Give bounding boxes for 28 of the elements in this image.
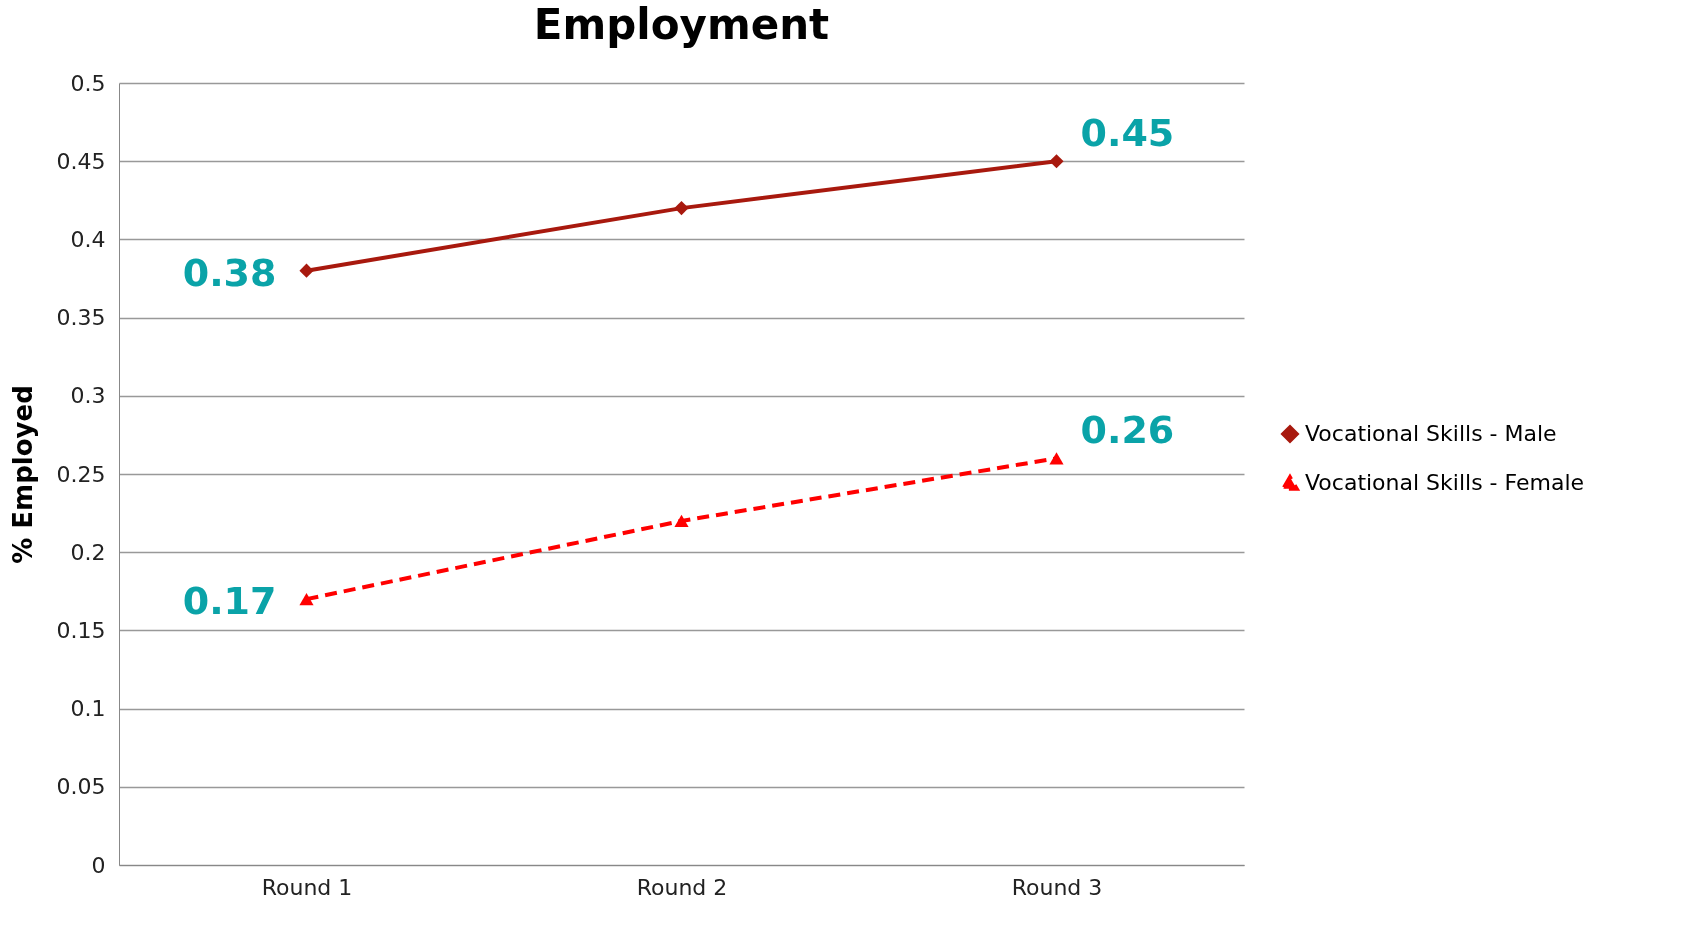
y-tick-label: 0.3 xyxy=(70,383,106,409)
y-tick-label: 0.15 xyxy=(56,617,106,643)
point xyxy=(299,263,314,278)
data-label: 0.38 xyxy=(182,250,277,295)
chart-title: Employment xyxy=(533,0,830,49)
y-tick-label: 0.2 xyxy=(70,539,106,565)
y-tick-label: 0.5 xyxy=(70,70,106,96)
x-tick-label: Round 2 xyxy=(636,874,728,900)
y-tick-label: 0.1 xyxy=(70,696,106,722)
y-tick-label: 0.45 xyxy=(56,148,106,174)
y-tick-label: 0.05 xyxy=(56,774,106,800)
legend-label: Vocational Skills - Male xyxy=(1305,421,1557,446)
legend-label: Vocational Skills - Female xyxy=(1305,470,1585,495)
data-label: 0.17 xyxy=(182,579,277,624)
y-tick-label: 0.25 xyxy=(56,461,106,487)
y-tick-label: 0.35 xyxy=(56,305,106,331)
point xyxy=(674,514,689,528)
x-tick-label: Round 1 xyxy=(261,874,353,900)
y-axis-title: % Employed xyxy=(7,385,38,564)
data-label: 0.45 xyxy=(1080,111,1175,156)
y-tick-label: 0.4 xyxy=(70,226,106,252)
data-label: 0.26 xyxy=(1080,408,1175,453)
point xyxy=(1049,154,1064,169)
point xyxy=(1049,452,1064,465)
x-tick-label: Round 3 xyxy=(1011,874,1103,900)
point xyxy=(674,201,689,216)
y-tick-label: 0 xyxy=(91,852,106,878)
point xyxy=(299,593,314,606)
